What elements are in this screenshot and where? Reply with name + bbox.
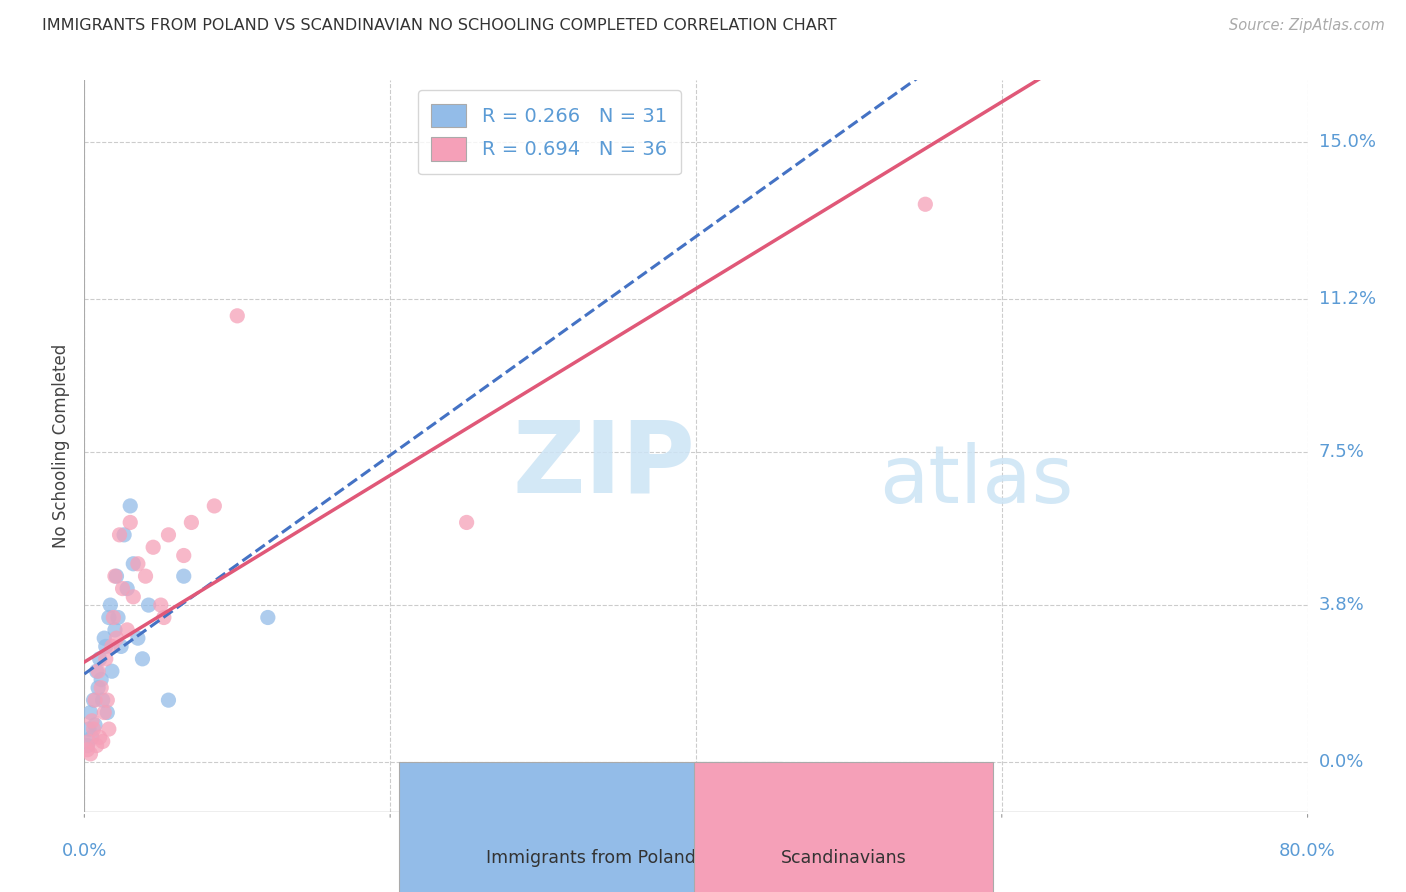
Point (89, 652, 111, 666)
Text: Immigrants from Poland: Immigrants from Poland (485, 849, 696, 867)
Point (105, 569, 128, 583)
Point (149, 598, 172, 612)
Point (93, 631, 115, 645)
Text: 15.0%: 15.0% (1319, 133, 1375, 152)
Point (157, 693, 180, 707)
Point (90, 681, 112, 695)
Point (83, 693, 105, 707)
Point (107, 610, 129, 624)
Text: 11.2%: 11.2% (1319, 290, 1376, 309)
Point (76, 739, 98, 753)
Point (226, 309, 249, 323)
Text: 0.0%: 0.0% (62, 842, 107, 860)
Point (257, 610, 280, 624)
Y-axis label: No Schooling Completed: No Schooling Completed (52, 344, 70, 548)
Point (122, 557, 145, 571)
Point (122, 590, 145, 604)
Point (173, 549, 195, 563)
Point (91, 693, 114, 707)
Point (157, 528, 180, 542)
Point (80, 731, 103, 745)
Point (456, 516, 478, 530)
Point (104, 623, 127, 637)
Point (79, 706, 101, 720)
Point (93, 706, 115, 720)
Point (112, 528, 135, 542)
Point (104, 569, 127, 583)
Point (98, 598, 121, 612)
Point (86, 664, 108, 678)
Point (97, 722, 120, 736)
Point (97, 610, 120, 624)
Point (110, 640, 132, 654)
Point (135, 569, 157, 583)
Point (77, 734, 100, 748)
Text: 80.0%: 80.0% (1279, 842, 1336, 860)
Point (115, 623, 138, 637)
Point (96, 693, 118, 707)
Point (91, 734, 114, 748)
Text: ZIP: ZIP (513, 416, 696, 513)
Point (87, 664, 110, 678)
Point (142, 541, 165, 555)
Text: atlas: atlas (880, 442, 1074, 520)
Point (89, 731, 111, 745)
Point (105, 631, 128, 645)
Point (108, 528, 131, 542)
Point (103, 610, 125, 624)
Point (76, 743, 98, 757)
Legend: R = 0.266   N = 31, R = 0.694   N = 36: R = 0.266 N = 31, R = 0.694 N = 36 (418, 90, 681, 175)
Point (127, 631, 149, 645)
Point (84, 718, 107, 732)
Point (79, 747, 101, 761)
Point (153, 610, 176, 624)
Point (115, 582, 138, 596)
Point (111, 582, 134, 596)
Point (84, 693, 107, 707)
Text: 0.0%: 0.0% (1319, 753, 1364, 771)
Point (77, 722, 100, 736)
Point (202, 499, 225, 513)
Point (86, 739, 108, 753)
Point (101, 640, 124, 654)
Point (80, 714, 103, 728)
Text: Source: ZipAtlas.com: Source: ZipAtlas.com (1229, 18, 1385, 33)
Text: Scandinavians: Scandinavians (780, 849, 907, 867)
Point (914, 197, 936, 211)
Point (138, 598, 160, 612)
Text: 3.8%: 3.8% (1319, 596, 1364, 614)
Point (120, 499, 142, 513)
Point (94, 640, 117, 654)
Point (120, 516, 142, 530)
Point (127, 557, 149, 571)
Point (180, 516, 202, 530)
Point (83, 722, 105, 736)
Point (101, 664, 124, 678)
Point (90, 673, 112, 687)
Text: IMMIGRANTS FROM POLAND VS SCANDINAVIAN NO SCHOOLING COMPLETED CORRELATION CHART: IMMIGRANTS FROM POLAND VS SCANDINAVIAN N… (42, 18, 837, 33)
Point (96, 706, 118, 720)
Point (94, 652, 117, 666)
Point (87, 681, 110, 695)
Point (131, 652, 153, 666)
Point (173, 569, 195, 583)
Text: 7.5%: 7.5% (1319, 443, 1365, 461)
